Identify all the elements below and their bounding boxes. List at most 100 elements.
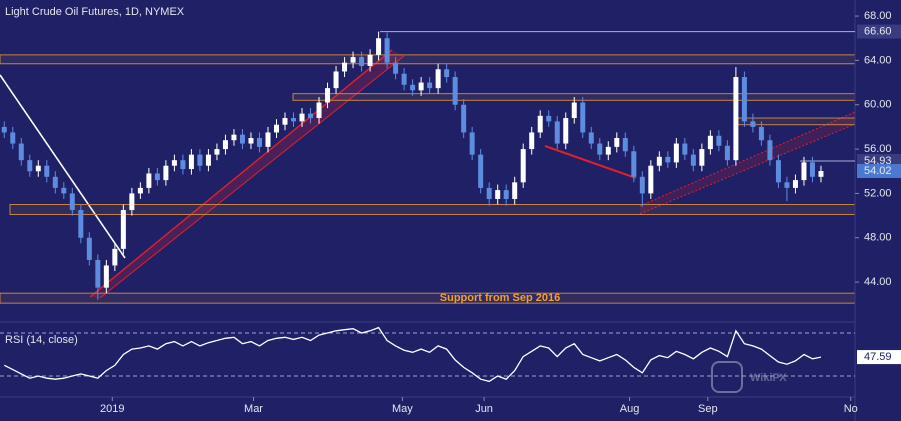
watermark: WikiFX: [711, 361, 787, 393]
candle-body: [741, 77, 747, 122]
candle-body: [282, 118, 288, 125]
candle-body: [614, 138, 620, 147]
level-box: [857, 24, 901, 39]
candle-body: [665, 156, 671, 163]
candle-body: [188, 154, 194, 170]
candle-body: [214, 149, 220, 155]
candle-body: [486, 187, 492, 199]
rsi-title: RSI (14, close): [5, 334, 78, 346]
candle-body: [495, 190, 501, 199]
x-tick-label: Jun: [475, 403, 493, 415]
candle-body: [410, 84, 416, 91]
candle-body: [154, 173, 160, 181]
candle-body: [469, 132, 475, 155]
candle-body: [137, 187, 143, 194]
candle-body: [146, 173, 152, 188]
candle-body: [733, 77, 739, 161]
candle-body: [809, 162, 815, 177]
candle-body: [418, 82, 424, 91]
candle-body: [622, 138, 628, 152]
candle-body: [597, 143, 603, 155]
chart-title: Light Crude Oil Futures, 1D, NYMEX: [5, 6, 185, 18]
candle-body: [648, 165, 654, 194]
candle-body: [316, 102, 322, 119]
last-price-box: [857, 164, 901, 179]
candle-body: [52, 176, 58, 188]
candle-body: [163, 165, 169, 181]
x-tick-label: Aug: [620, 403, 640, 415]
candle-body: [801, 162, 807, 181]
y-tick-label: 44.00: [864, 276, 892, 288]
candle-body: [112, 248, 118, 266]
candle-body: [95, 259, 101, 288]
candle-body: [427, 82, 433, 89]
candle-body: [78, 210, 84, 238]
candle-body: [512, 182, 518, 199]
candle-body: [325, 88, 331, 103]
candle-body: [690, 154, 696, 166]
candle-body: [359, 57, 365, 66]
candle-body: [171, 160, 177, 166]
candle-body: [1, 126, 7, 133]
candle-body: [86, 237, 92, 260]
candle-body: [27, 160, 33, 172]
candle-body: [537, 115, 543, 133]
candle-body: [350, 57, 356, 63]
candle-body: [239, 134, 245, 144]
last-value-label: 47.59: [864, 351, 892, 363]
level-label: 66.60: [864, 25, 892, 37]
candle-body: [401, 73, 407, 85]
candle-body: [775, 160, 781, 183]
candle-body: [120, 210, 126, 249]
candle-body: [784, 182, 790, 188]
candle-body: [367, 54, 373, 66]
candle-body: [682, 143, 688, 155]
last-price-label: 54.02: [864, 165, 892, 177]
candle-body: [248, 138, 254, 144]
candle-body: [308, 113, 314, 119]
candle-body: [103, 265, 109, 288]
x-tick-label: No: [844, 403, 858, 415]
candle-body: [767, 140, 773, 161]
candle-body: [205, 154, 211, 166]
candle-body: [10, 132, 16, 144]
zone: [9, 204, 856, 215]
candle-body: [605, 146, 611, 155]
y-tick-label: 48.00: [864, 232, 892, 244]
candle-body: [546, 115, 552, 122]
candle-body: [750, 121, 756, 127]
candle-body: [520, 149, 526, 183]
candle-body: [299, 113, 305, 122]
candle-body: [384, 38, 390, 63]
candle-body: [69, 193, 75, 211]
candle-body: [393, 62, 399, 74]
x-tick-label: Sep: [698, 403, 718, 415]
candle-body: [631, 151, 637, 177]
candle-body: [563, 118, 569, 144]
candle-body: [435, 69, 441, 89]
candle-body: [478, 154, 484, 188]
candle-body: [639, 176, 645, 194]
y-tick-label: 52.00: [864, 187, 892, 199]
candle-body: [503, 190, 509, 199]
x-tick-label: May: [392, 403, 413, 415]
last-value-box: [857, 350, 901, 365]
y-tick-label: 68.00: [864, 10, 892, 22]
candle-body: [529, 132, 535, 150]
candle-body: [724, 145, 730, 161]
candle-body: [180, 160, 186, 170]
candle-body: [273, 124, 279, 133]
candle-body: [656, 156, 662, 166]
candle-body: [256, 138, 262, 147]
watermark-icon: [711, 361, 743, 393]
watermark-text: WikiFX: [750, 372, 787, 384]
zone: [0, 54, 856, 65]
candle-body: [44, 165, 50, 177]
channel: [640, 112, 855, 214]
y-tick-label: 64.00: [864, 54, 892, 66]
candle-body: [231, 134, 237, 141]
candle-body: [35, 165, 41, 172]
zone: [737, 117, 856, 126]
